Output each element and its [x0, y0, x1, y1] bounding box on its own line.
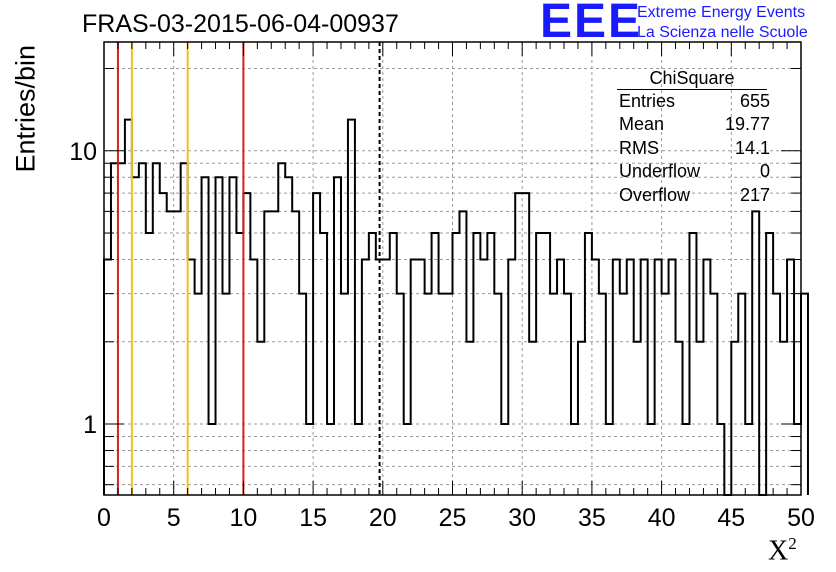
stats-label: RMS: [619, 137, 659, 158]
stats-label: Underflow: [619, 161, 701, 182]
logo-line-1: Extreme Energy Events: [637, 4, 806, 21]
stats-value: 0: [759, 161, 770, 182]
x-tick-label: 5: [167, 504, 181, 532]
chart-title: FRAS-03-2015-06-04-00937: [82, 10, 399, 38]
stats-row-overflow: Overflow 217: [613, 184, 778, 207]
x-tick-label: 15: [299, 504, 327, 532]
x-axis-label: X2: [768, 534, 797, 567]
logo-line-2: La Scienza nelle Scuole: [637, 24, 808, 41]
x-tick-label: 20: [369, 504, 397, 532]
x-tick-label: 30: [508, 504, 536, 532]
stats-value: 655: [739, 91, 770, 111]
stats-title: ChiSquare: [617, 67, 767, 90]
stats-row-underflow: Underflow 0: [613, 160, 778, 183]
eee-logo-mark: EEE: [540, 0, 643, 48]
x-tick-label: 50: [787, 504, 815, 532]
stats-row-mean: Mean 19.77: [613, 113, 778, 136]
stats-box: ChiSquare Entries 655 Mean 19.77 RMS 14.…: [613, 67, 778, 207]
x-tick-label: 35: [578, 504, 606, 532]
stats-row-rms: RMS 14.1: [613, 137, 778, 160]
stats-value: 14.1: [734, 137, 770, 158]
stats-row-entries: Entries 655: [613, 90, 778, 113]
x-tick-label: 45: [717, 504, 745, 532]
histogram-series: [103, 118, 809, 496]
x-tick-label: 10: [229, 504, 257, 532]
y-tick-label: 10: [69, 138, 97, 166]
stats-value: 217: [739, 184, 770, 205]
x-tick-label: 25: [439, 504, 467, 532]
stats-label: Overflow: [619, 184, 691, 205]
stats-label: Entries: [619, 91, 676, 111]
x-tick-label: 0: [97, 504, 111, 532]
y-tick-label: 1: [83, 411, 97, 439]
y-axis-label: Entries/bin: [10, 44, 41, 173]
x-tick-label: 40: [648, 504, 676, 532]
stats-label: Mean: [619, 114, 665, 135]
stats-value: 19.77: [724, 114, 770, 135]
